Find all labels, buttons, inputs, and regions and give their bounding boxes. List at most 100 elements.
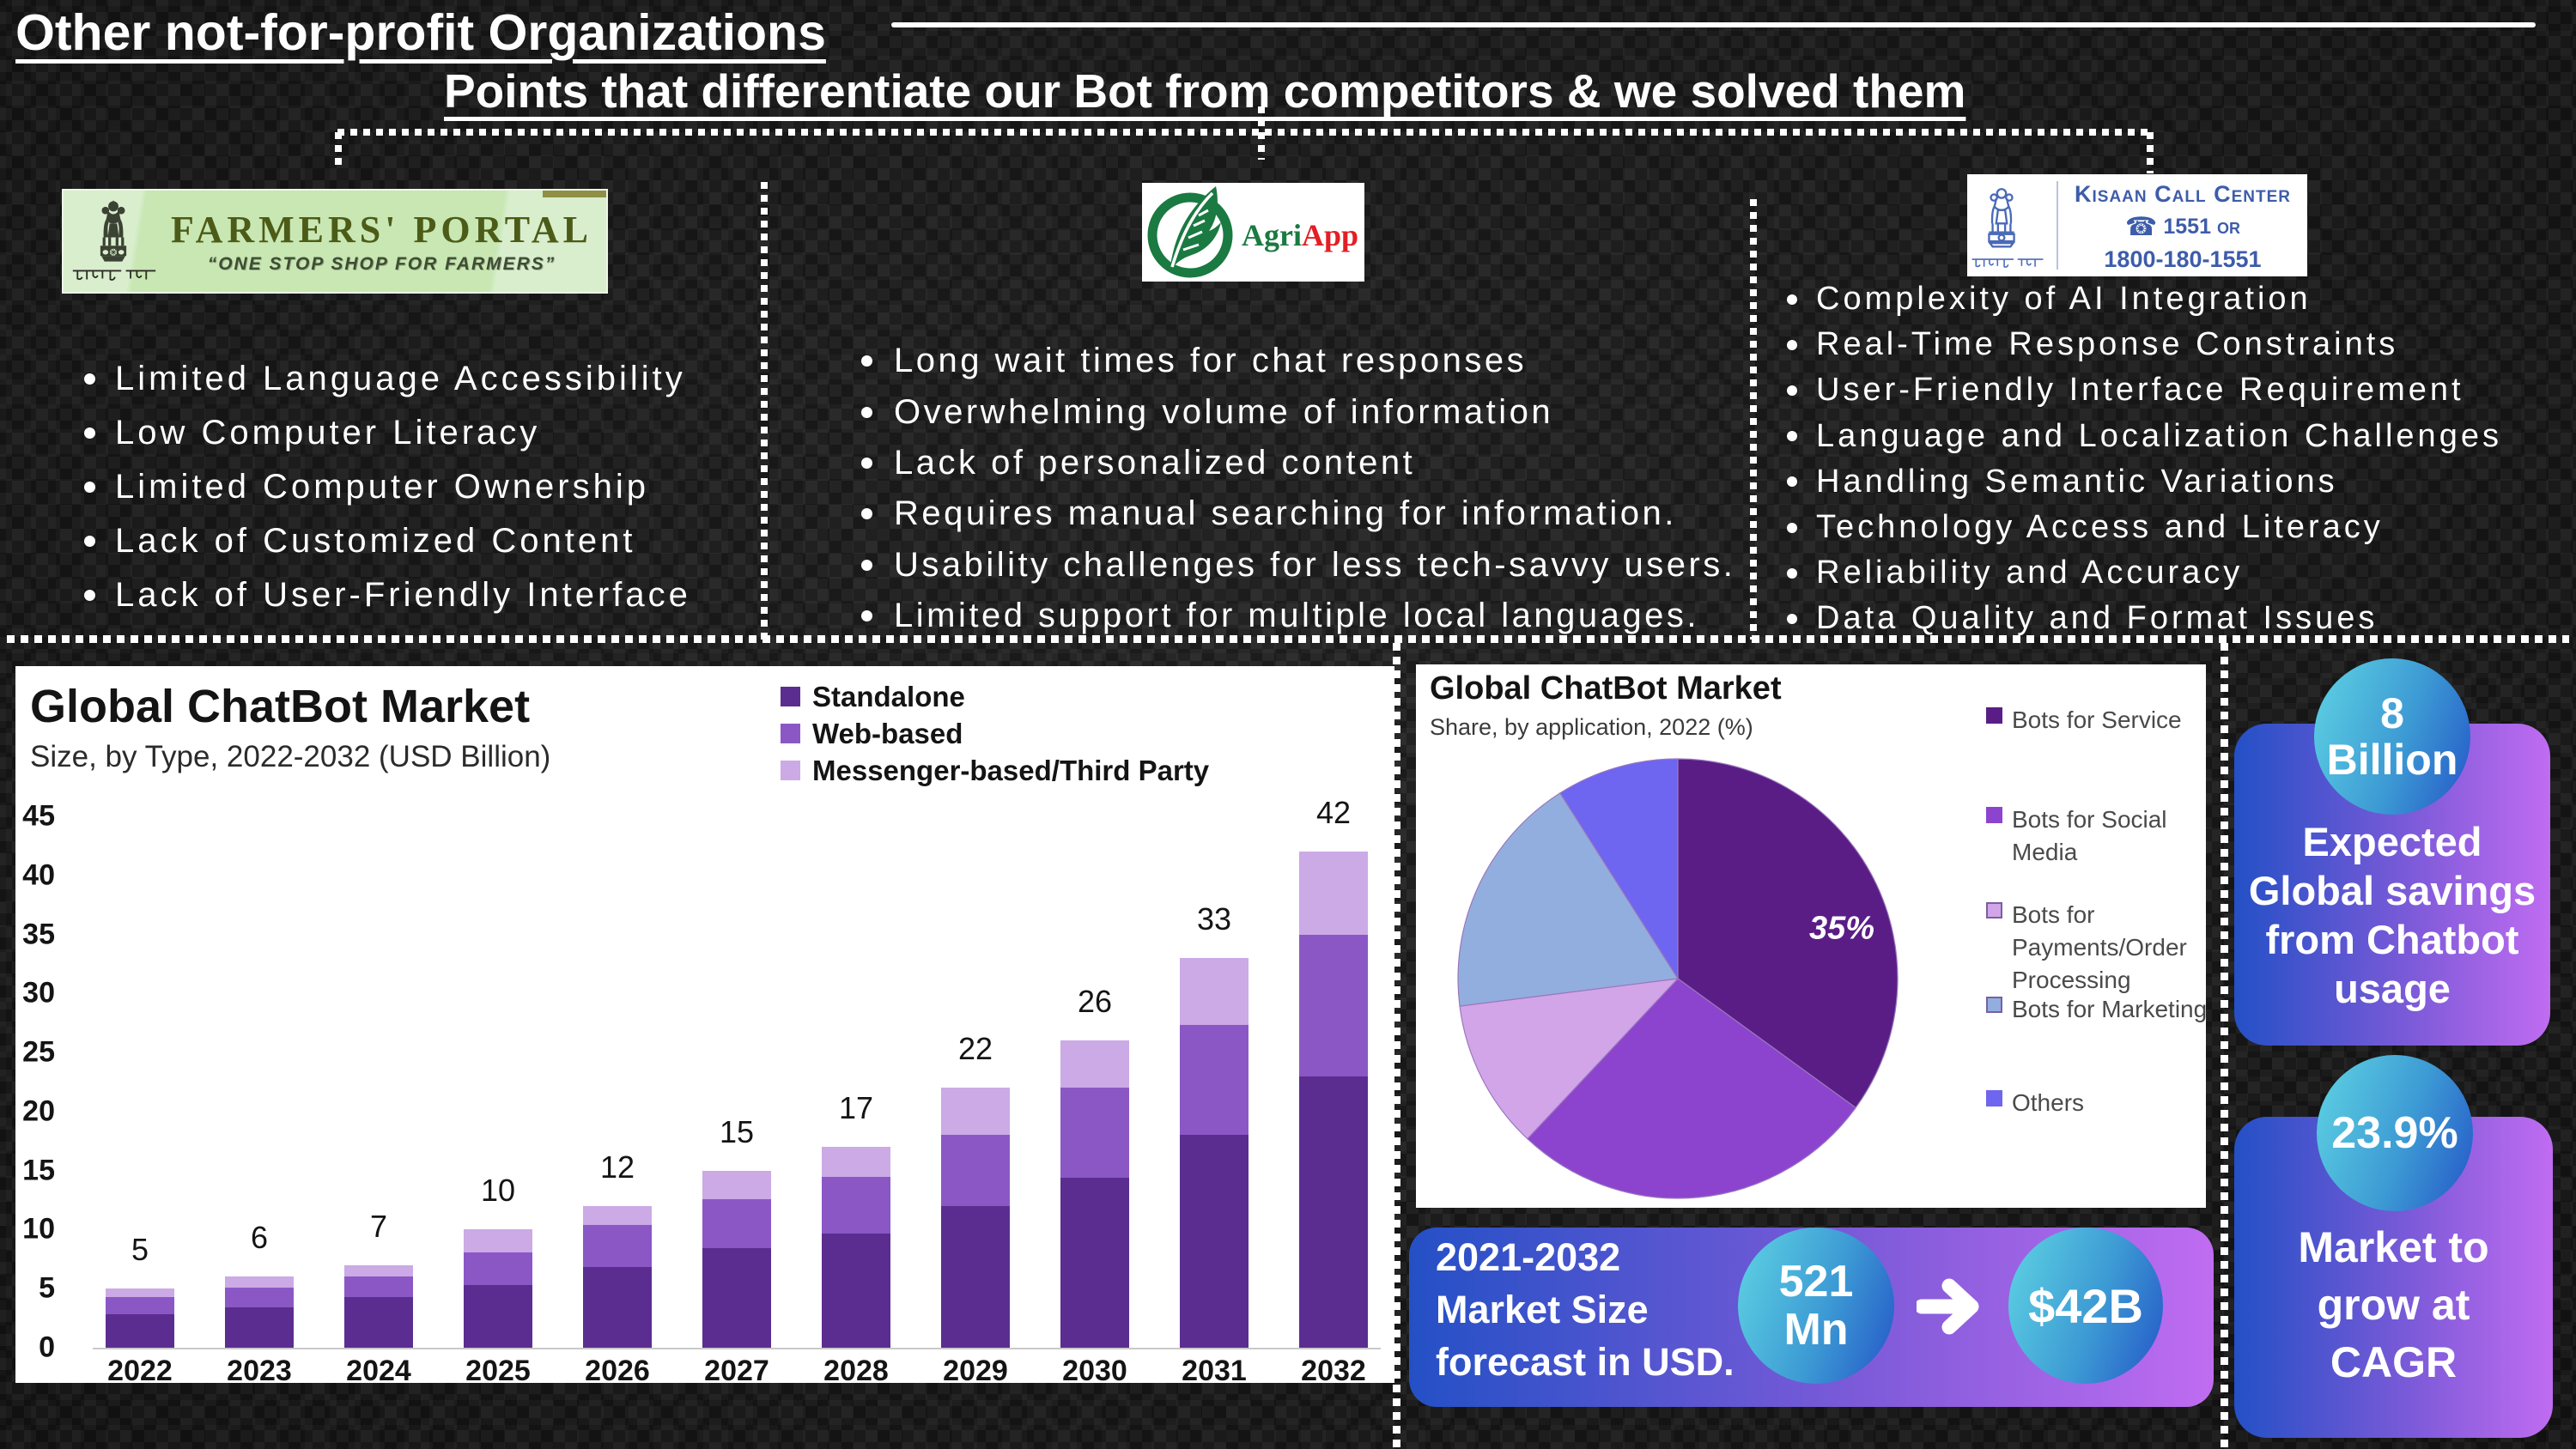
- bar-value-label: 26: [1077, 984, 1113, 1020]
- bar-chart-title: Global ChatBot Market: [30, 681, 531, 732]
- title-rule: [891, 22, 2536, 27]
- bar-segment-Standalone: [941, 1205, 1010, 1348]
- bullet-text: Limited support for multiple local langu…: [894, 597, 1699, 635]
- bar-chart-x-tick: 2023: [227, 1355, 292, 1387]
- bar-value-label: 15: [719, 1113, 755, 1149]
- bullet-text: Real-Time Response Constraints: [1816, 326, 2399, 363]
- bullet-dot: [84, 482, 95, 493]
- bar-2025: [464, 1229, 532, 1348]
- bar-2032: [1299, 852, 1368, 1348]
- pie-legend-item: Bots for Marketing: [1986, 993, 2227, 1026]
- bar-value-label: 22: [957, 1031, 993, 1067]
- bullet-text: Complexity of AI Integration: [1816, 281, 2312, 318]
- pie-chart-title: Global ChatBot Market: [1430, 670, 1782, 706]
- bullet-text: Lack of User-Friendly Interface: [115, 576, 691, 614]
- bar-legend-item: Messenger-based/Third Party: [781, 752, 1209, 789]
- bullet-dot: [84, 427, 95, 439]
- forecast-caption: 2021-2032 Market Size forecast in USD.: [1436, 1235, 1735, 1384]
- bullet-item: Limited support for multiple local langu…: [861, 591, 1735, 641]
- pie-chart-subtitle: Share, by application, 2022 (%): [1430, 714, 1753, 740]
- bar-value-label: 33: [1196, 901, 1232, 937]
- emblem-of-india-blue-icon: [1988, 188, 2015, 248]
- kisaan-title: Kisaan Call Center: [2075, 181, 2291, 207]
- pie-slice-Bots for Service: [1677, 758, 1899, 1109]
- bar-chart-y-tick: 30: [22, 976, 55, 1009]
- savings-caption: Expected Global savings from Chatbot usa…: [2248, 819, 2537, 1011]
- bar-legend-swatch: [781, 761, 800, 780]
- bar-chart-x-tick: 2029: [943, 1355, 1008, 1387]
- page-subtitle: Points that differentiate our Bot from c…: [444, 64, 1966, 118]
- pie-legend-swatch: [1986, 1090, 2002, 1106]
- bar-chart-x-tick: 2031: [1182, 1355, 1247, 1387]
- bar-chart-x-axis: [93, 1348, 1381, 1349]
- telephone-icon: ☎: [2125, 212, 2158, 242]
- farmers-portal-title: FARMERS' PORTAL: [170, 209, 593, 251]
- bracket-stub-right: [2147, 132, 2154, 173]
- bar-chart-x-tick: 2028: [823, 1355, 889, 1387]
- bar-segment-Web-based: [941, 1135, 1010, 1206]
- bar-value-label: 6: [250, 1220, 269, 1256]
- bar-segment-Messenger-based/Third Party: [464, 1229, 532, 1252]
- bullet-item: Requires manual searching for informatio…: [861, 488, 1735, 539]
- bar-chart-x-tick: 2030: [1062, 1355, 1127, 1387]
- bullet-dot: [84, 590, 95, 601]
- bar-segment-Standalone: [344, 1296, 413, 1348]
- bullet-dot: [861, 559, 872, 571]
- bullet-dot: [84, 373, 95, 385]
- kisaan-issues-list: Complexity of AI Integration Real-Time Re…: [1787, 276, 2502, 642]
- bar-chart-y-tick: 0: [39, 1331, 55, 1364]
- bar-segment-Web-based: [822, 1176, 890, 1234]
- forecast-to-badge: $42B: [2008, 1228, 2163, 1384]
- bar-segment-Messenger-based/Third Party: [583, 1205, 652, 1225]
- bar-chart-x-tick: 2026: [585, 1355, 650, 1387]
- bar-segment-Standalone: [464, 1285, 532, 1348]
- bar-segment-Web-based: [1299, 934, 1368, 1076]
- bar-legend-swatch: [781, 724, 800, 743]
- bar-value-label: 42: [1315, 795, 1352, 831]
- bullet-dot: [861, 457, 872, 469]
- bar-segment-Standalone: [822, 1233, 890, 1348]
- bullet-dot: [1787, 476, 1797, 488]
- bullet-item: Limited Computer Ownership: [84, 460, 691, 514]
- kisaan-tollfree-number: 1800-180-1551: [2104, 246, 2262, 272]
- bullet-item: Reliability and Accuracy: [1787, 550, 2502, 596]
- arrow-right-icon: [1917, 1278, 1979, 1335]
- bar-segment-Web-based: [106, 1296, 174, 1315]
- pie-legend-item: Others: [1986, 1087, 2227, 1119]
- bullet-text: Lack of personalized content: [894, 443, 1416, 482]
- kisaan-logo-divider: [2057, 181, 2058, 270]
- bar-legend-label: Standalone: [812, 680, 965, 712]
- bar-segment-Messenger-based/Third Party: [344, 1264, 413, 1277]
- bar-segment-Standalone: [1060, 1177, 1129, 1348]
- pie-legend-swatch: [1986, 997, 2002, 1013]
- bullet-dot: [1787, 567, 1797, 579]
- bar-segment-Web-based: [583, 1224, 652, 1268]
- kisaan-phone-number: 1551: [2163, 215, 2211, 239]
- pie-legend-swatch: [1986, 707, 2002, 724]
- bar-chart-x-tick: 2032: [1301, 1355, 1366, 1387]
- bar-segment-Web-based: [1060, 1088, 1129, 1178]
- pie-legend-item: Bots for Service: [1986, 704, 2227, 737]
- bullet-text: Lack of Customized Content: [115, 522, 636, 560]
- bar-chart-legend: Standalone Web-based Messenger-based/Third…: [781, 678, 1209, 789]
- bullet-text: Data Quality and Format Issues: [1816, 600, 2379, 637]
- kisaan-phone-row: ☎ 1551 OR: [2063, 212, 2302, 242]
- row-divider: [7, 635, 2569, 643]
- bullet-item: Technology Access and Literacy: [1787, 505, 2502, 550]
- bullet-text: Usability challenges for less tech-savvy…: [894, 545, 1736, 584]
- bullet-dot: [861, 406, 872, 418]
- kisaan-call-center-logo: Kisaan Call Center ☎ 1551 OR 1800-180-15…: [1967, 174, 2307, 276]
- column-separator-left: [761, 182, 768, 640]
- satyameva-jayate-script: [72, 270, 156, 281]
- bullet-item: Lack of User-Friendly Interface: [84, 568, 691, 622]
- bar-segment-Standalone: [1180, 1135, 1249, 1348]
- agriapp-issues-list: Long wait times for chat responses Overwh…: [861, 336, 1735, 641]
- bar-chart-y-tick: 45: [22, 799, 55, 833]
- bar-2024: [344, 1264, 413, 1348]
- pie-legend-swatch: [1986, 902, 2002, 919]
- bar-chart-y-tick: 35: [22, 918, 55, 951]
- bullet-text: Reliability and Accuracy: [1816, 555, 2244, 591]
- pie-slice-Bots for Marketing: [1457, 792, 1680, 1007]
- bullet-item: User-Friendly Interface Requirement: [1787, 367, 2502, 413]
